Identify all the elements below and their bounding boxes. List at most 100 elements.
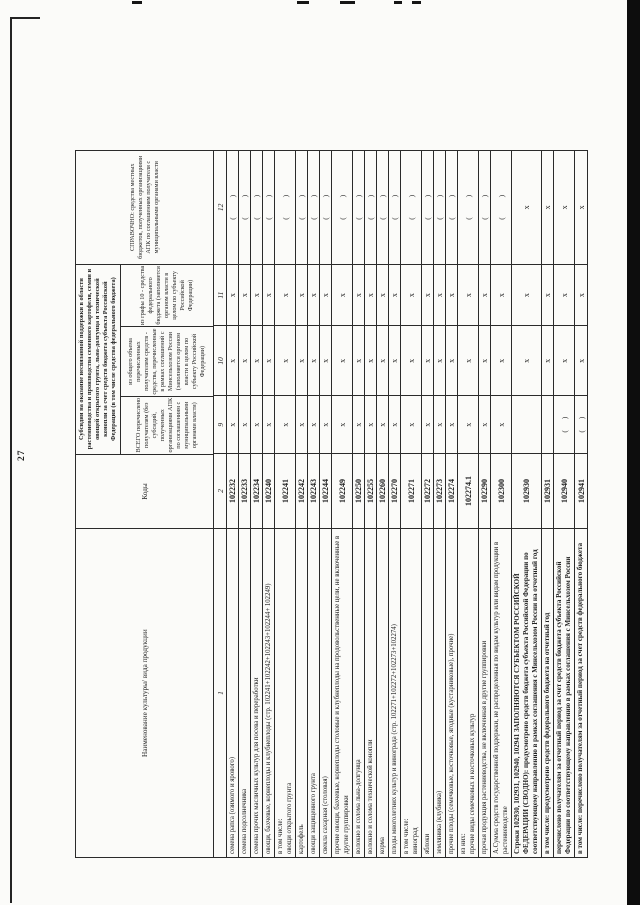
merged-header-subsidy-title: Субсидии на оказание несвязанной поддерж…: [76, 264, 121, 454]
table-row: плоды многолетних культур и винограда (с…: [389, 151, 401, 857]
table-row: в том числе: предусмотрено средств федер…: [542, 151, 554, 857]
value-cell-col-12: ( ): [447, 194, 456, 220]
value-cell-col-11: х: [275, 263, 295, 326]
value-cell-col-10: х: [479, 325, 490, 396]
code-cell: 102232: [227, 453, 238, 528]
value-cell-col-12: ( ): [423, 194, 432, 220]
value-cell-col-9: х: [275, 395, 295, 454]
code-cell: 102270: [389, 453, 400, 528]
column-header-crop-name: Наименование культуры/ вида продукции: [76, 528, 213, 857]
table-row: в том числе: перечислено получателям за …: [575, 151, 587, 857]
value-cell-col-9: х: [491, 395, 511, 454]
table-row: А.Сумма средств государственной поддержк…: [491, 151, 512, 857]
value-cell-col-9: х: [458, 395, 478, 454]
value-cell-col-11: х: [353, 263, 364, 326]
value-cell-col-12: ( ): [496, 194, 506, 220]
value-cell-col-10: х: [353, 325, 364, 396]
crop-name-cell: прочие плоды (семечковые, косточковые, я…: [446, 527, 457, 857]
value-cell-col-12: ( ): [337, 194, 347, 220]
crop-name-cell: А.Сумма средств государственной поддержк…: [491, 527, 511, 857]
crop-name-cell: свекла сахарная (столовая): [320, 527, 331, 857]
code-cell: 102244: [320, 453, 331, 528]
value-cell-col-9: ( ): [575, 395, 587, 454]
crop-name-cell: Строки 102930, 102931, 102940, 102941 ЗА…: [512, 527, 541, 857]
value-cell-col-12: ( ): [280, 194, 290, 220]
value-cell-col-10: х: [542, 325, 553, 396]
table-row: прочие овощи, бахчевые, корнеплоды столо…: [332, 151, 353, 857]
crop-name-cell: волокно и солома технической конопли: [365, 527, 376, 857]
code-cell: 102940: [554, 453, 574, 528]
value-cell-col-10: х: [263, 325, 274, 396]
column-number: 1: [214, 527, 226, 857]
value-cell-col-11: х: [575, 263, 587, 326]
scan-frame-top-tick: [10, 17, 40, 19]
code-cell: 102271: [401, 453, 421, 528]
value-cell-col-10: х: [365, 325, 376, 396]
crop-name-cell: волокно и солома льна-долгунца: [353, 527, 364, 857]
value-cell-col-10: х: [434, 325, 445, 396]
value-cell-col-12: ( ): [354, 194, 363, 220]
value-cell-col-11: х: [308, 263, 319, 326]
scan-edge-right-bar: [627, 0, 640, 905]
value-cell-col-10: х: [239, 325, 250, 396]
column-header-codes: Коды: [76, 453, 213, 529]
column-number: 10: [214, 325, 226, 396]
value-cell-col-10: х: [458, 325, 478, 396]
value-cell-col-10: х: [332, 325, 352, 396]
value-cell-col-11: х: [251, 263, 262, 326]
value-cell-col-11: х: [332, 263, 352, 326]
table-body: семена рапса (озимого и ярового) 102232 х х…: [227, 151, 587, 857]
value-cell-col-11: х: [554, 263, 574, 326]
column-header-10-agreement-funds: из общего объема перечисленных получател…: [121, 326, 213, 396]
scan-top-dash: [340, 1, 355, 4]
crop-name-cell: прочие овощи, бахчевые, корнеплоды столо…: [332, 527, 352, 857]
value-cell-col-9: х: [227, 395, 238, 454]
value-cell-col-9: х: [320, 395, 331, 454]
value-cell-col-11: х: [512, 263, 541, 326]
value-cell-col-12: ( ): [309, 194, 318, 220]
value-cell-col-10: х: [251, 325, 262, 396]
value-cell-col-10: х: [512, 325, 541, 396]
column-header-12-reference-local-budgets: СПРАВОЧНО: средства местных бюджетов, по…: [128, 155, 160, 259]
crop-name-cell: овощи защищенного грунта: [308, 527, 319, 857]
table-row: волокно и солома льна-долгунца 102250 х х х(…: [353, 151, 365, 857]
page-number: 27: [17, 449, 27, 462]
value-cell-col-10: х: [575, 325, 587, 396]
code-cell: 102250: [353, 453, 364, 528]
value-cell-col-9: х: [446, 395, 457, 454]
code-cell: 102930: [512, 453, 541, 528]
crop-name-cell: семена подсолнечника: [239, 527, 250, 857]
value-cell-col-12: ( ): [406, 194, 416, 220]
value-cell-col-10: х: [422, 325, 433, 396]
code-cell: 102273: [434, 453, 445, 528]
value-cell-col-10: х: [227, 325, 238, 396]
value-cell-col-12: ( ): [321, 194, 330, 220]
column-number: 2: [214, 453, 226, 528]
value-cell-col-12: ( ): [480, 194, 489, 220]
code-cell: 102242: [296, 453, 307, 528]
value-cell-col-12: ( ): [366, 194, 375, 220]
crop-name-cell: в том числе: овощи открытого грунта: [275, 527, 295, 857]
table-row: волокно и солома технической конопли 1022…: [365, 151, 377, 857]
value-cell-col-12: ( ): [240, 194, 249, 220]
value-cell-col-9: х: [422, 395, 433, 454]
value-cell-col-9: [512, 395, 541, 454]
code-cell: 102272: [422, 453, 433, 528]
value-cell-col-9: х: [365, 395, 376, 454]
value-cell-col-10: х: [446, 325, 457, 396]
table-header: Наименование культуры/ вида продукции Ко…: [76, 151, 214, 857]
table-row: Строки 102930, 102931, 102940, 102941 ЗА…: [512, 151, 542, 857]
value-cell-col-12: ( ): [228, 194, 237, 220]
value-cell-col-10: х: [401, 325, 421, 396]
header-group-subsidy: Субсидии на оказание несвязанной поддерж…: [76, 263, 213, 454]
table-row: семена прочих масличных культур для посе…: [251, 151, 263, 857]
value-cell-col-10: х: [491, 325, 511, 396]
crop-name-cell: в том числе: предусмотрено средств федер…: [542, 527, 553, 857]
value-cell-col-9: х: [479, 395, 490, 454]
value-cell-col-11: х: [479, 263, 490, 326]
code-cell: 102300: [491, 453, 511, 528]
value-cell-col-11: х: [458, 263, 478, 326]
column-number: 9: [214, 395, 226, 454]
column-header-9-total-transferred: ВСЕГО перечислено получателям (без субси…: [121, 395, 213, 454]
code-cell: 102240: [263, 453, 274, 528]
